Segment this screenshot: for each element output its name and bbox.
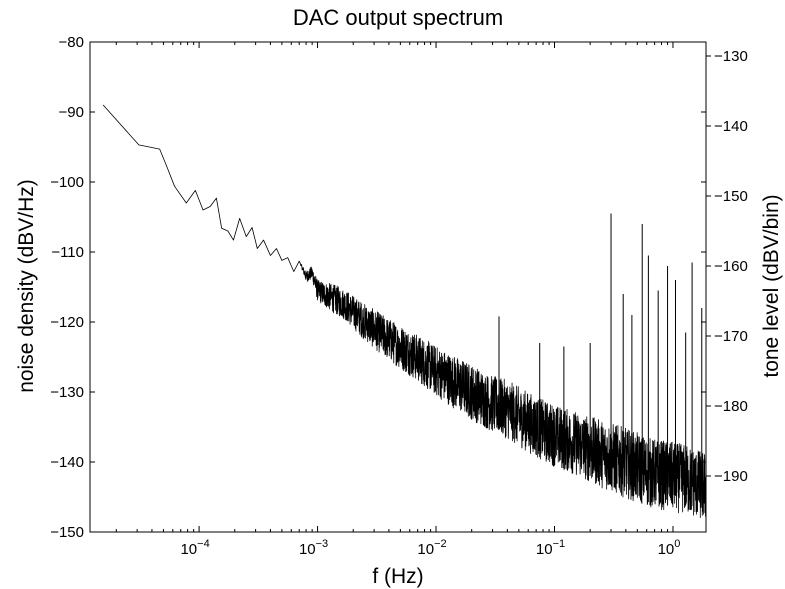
y-axis-label: noise density (dBV/Hz) <box>15 179 38 393</box>
axis-ticks: −150 −140 −130 −120 −110 −100 −90 −80 −190 −180 −1… <box>50 34 748 558</box>
y-right-axis-label: tone level (dBV/bin) <box>760 194 783 377</box>
y-right-tick-label: −170 <box>714 328 748 345</box>
y-right-tick-label: −190 <box>714 468 748 485</box>
y-right-tick-label: −140 <box>714 118 748 135</box>
y-tick-label: −130 <box>50 384 84 401</box>
x-tick-label: 10−4 <box>180 538 209 558</box>
x-tick-label: 10−2 <box>417 538 446 558</box>
y-tick-label: −110 <box>51 244 84 261</box>
plot-area <box>102 104 707 519</box>
y-tick-label: −150 <box>50 524 84 541</box>
x-tick-label: 10−1 <box>536 538 565 558</box>
x-tick-label: 10−3 <box>299 538 328 558</box>
y-tick-label: −80 <box>59 34 84 51</box>
y-tick-label: −90 <box>59 104 84 121</box>
y-right-tick-label: −160 <box>714 258 748 275</box>
x-axis-label: f (Hz) <box>372 565 423 588</box>
y-right-tick-label: −150 <box>714 188 748 205</box>
y-right-tick-label: −180 <box>714 398 748 415</box>
chart-title: DAC output spectrum <box>293 5 503 30</box>
noise-spectrum-line <box>102 104 707 519</box>
y-right-tick-label: −130 <box>714 48 748 65</box>
axes-frame <box>89 41 707 533</box>
y-tick-label: −100 <box>50 174 84 191</box>
y-tick-label: −120 <box>50 314 84 331</box>
y-tick-label: −140 <box>50 454 84 471</box>
x-tick-label: 100 <box>658 538 681 558</box>
